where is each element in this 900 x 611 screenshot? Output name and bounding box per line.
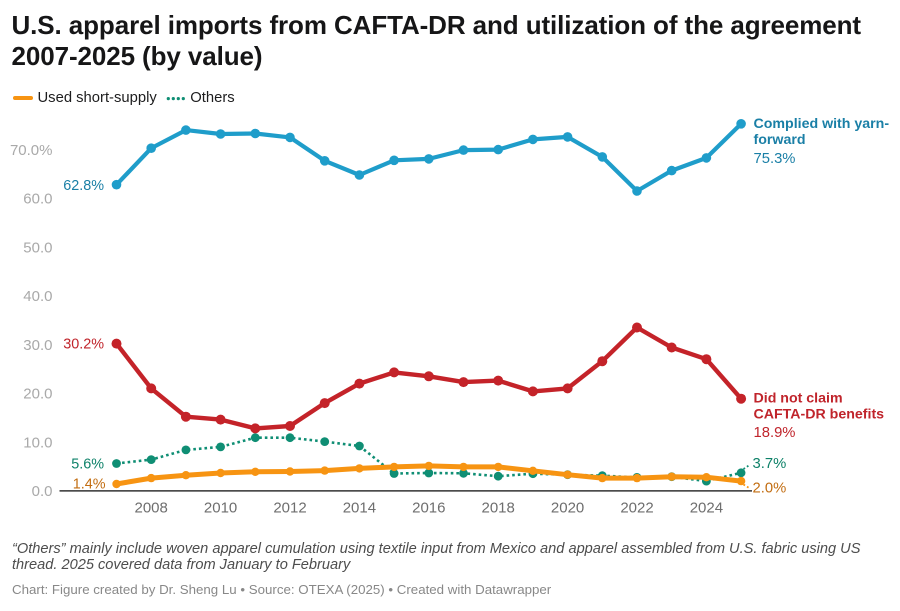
svg-text:30.2%: 30.2%	[63, 337, 104, 353]
svg-text:2024: 2024	[690, 499, 723, 516]
svg-text:75.3%: 75.3%	[754, 151, 796, 167]
svg-text:0.0: 0.0	[32, 483, 53, 500]
svg-text:2014: 2014	[343, 499, 376, 516]
svg-text:5.6%: 5.6%	[71, 457, 104, 473]
svg-text:2022: 2022	[620, 499, 653, 516]
svg-text:1.4%: 1.4%	[73, 477, 106, 493]
svg-text:18.9%: 18.9%	[754, 425, 796, 441]
svg-text:62.8%: 62.8%	[63, 178, 104, 194]
svg-text:2018: 2018	[482, 499, 515, 516]
svg-text:60.0: 60.0	[23, 191, 52, 208]
svg-text:30.0: 30.0	[23, 337, 52, 354]
svg-text:Did not claim: Did not claim	[754, 390, 843, 406]
svg-text:70.0%: 70.0%	[10, 142, 53, 159]
svg-text:forward: forward	[754, 132, 806, 148]
svg-text:2016: 2016	[412, 499, 445, 516]
svg-text:10.0: 10.0	[23, 434, 52, 451]
svg-text:40.0: 40.0	[23, 288, 52, 305]
svg-text:2010: 2010	[204, 499, 237, 516]
svg-text:Complied with yarn-: Complied with yarn-	[754, 116, 890, 132]
svg-text:3.7%: 3.7%	[753, 456, 787, 472]
svg-text:2012: 2012	[273, 499, 306, 516]
svg-text:2008: 2008	[135, 499, 168, 516]
svg-text:2020: 2020	[551, 499, 584, 516]
svg-text:20.0: 20.0	[23, 386, 52, 403]
svg-text:2.0%: 2.0%	[753, 480, 787, 496]
svg-text:50.0: 50.0	[23, 239, 52, 256]
svg-text:CAFTA-DR benefits: CAFTA-DR benefits	[754, 407, 885, 423]
